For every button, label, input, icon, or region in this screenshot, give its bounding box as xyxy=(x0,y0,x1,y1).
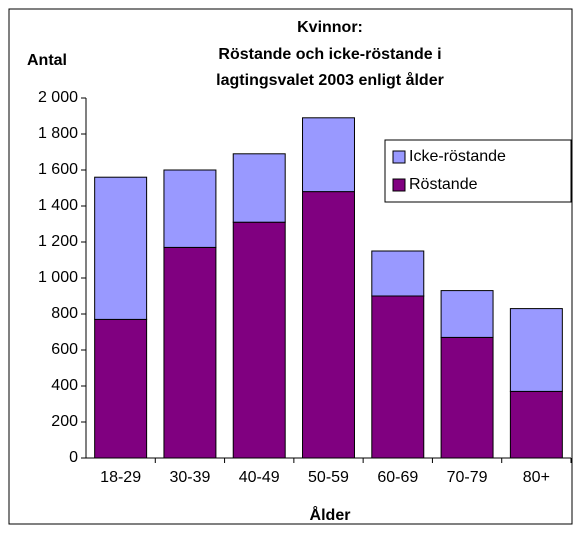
bar-segment xyxy=(371,250,425,297)
x-tick-label: 70-79 xyxy=(447,469,488,486)
bar-segment xyxy=(232,153,286,223)
y-tick-label: 400 xyxy=(51,377,78,394)
y-tick-label: 1 400 xyxy=(38,197,78,214)
x-tick-label: 60-69 xyxy=(377,469,418,486)
bar-segment xyxy=(232,221,286,459)
x-tick-label: 80+ xyxy=(523,469,550,486)
y-tick-label: 2 000 xyxy=(38,89,78,106)
legend-label: Röstande xyxy=(409,176,478,193)
bar-segment xyxy=(163,246,217,459)
bar-segment xyxy=(163,169,217,248)
legend-swatch xyxy=(392,178,406,192)
legend-label: Icke-röstande xyxy=(409,148,506,165)
y-tick-label: 1 800 xyxy=(38,125,78,142)
y-axis-label: Antal xyxy=(27,52,67,69)
y-tick-label: 1 200 xyxy=(38,233,78,250)
x-tick-label: 50-59 xyxy=(308,469,349,486)
x-axis-label: Ålder xyxy=(310,505,351,524)
chart-title: lagtingsvalet 2003 enligt ålder xyxy=(216,71,444,89)
y-tick-label: 0 xyxy=(69,449,78,466)
y-tick-label: 600 xyxy=(51,341,78,358)
bar-segment xyxy=(440,336,494,459)
bar-segment xyxy=(94,318,148,459)
chart-title: Kvinnor: xyxy=(297,19,363,36)
bar-segment xyxy=(302,191,355,459)
legend-swatch xyxy=(392,150,406,164)
y-tick-label: 800 xyxy=(51,305,78,322)
bar-segment xyxy=(94,176,148,320)
x-tick-label: 18-29 xyxy=(100,469,141,486)
x-tick-label: 40-49 xyxy=(239,469,280,486)
bar-segment xyxy=(302,117,355,193)
legend-box xyxy=(384,139,572,203)
x-tick-label: 30-39 xyxy=(169,469,210,486)
y-tick-label: 1 600 xyxy=(38,161,78,178)
y-tick-label: 200 xyxy=(51,413,78,430)
bar-segment xyxy=(509,390,563,459)
bar-segment xyxy=(440,290,494,338)
bar-segment xyxy=(509,308,563,392)
bar-segment xyxy=(371,295,425,459)
chart-title: Röstande och icke-röstande i xyxy=(218,46,441,63)
y-tick-label: 1 000 xyxy=(38,269,78,286)
